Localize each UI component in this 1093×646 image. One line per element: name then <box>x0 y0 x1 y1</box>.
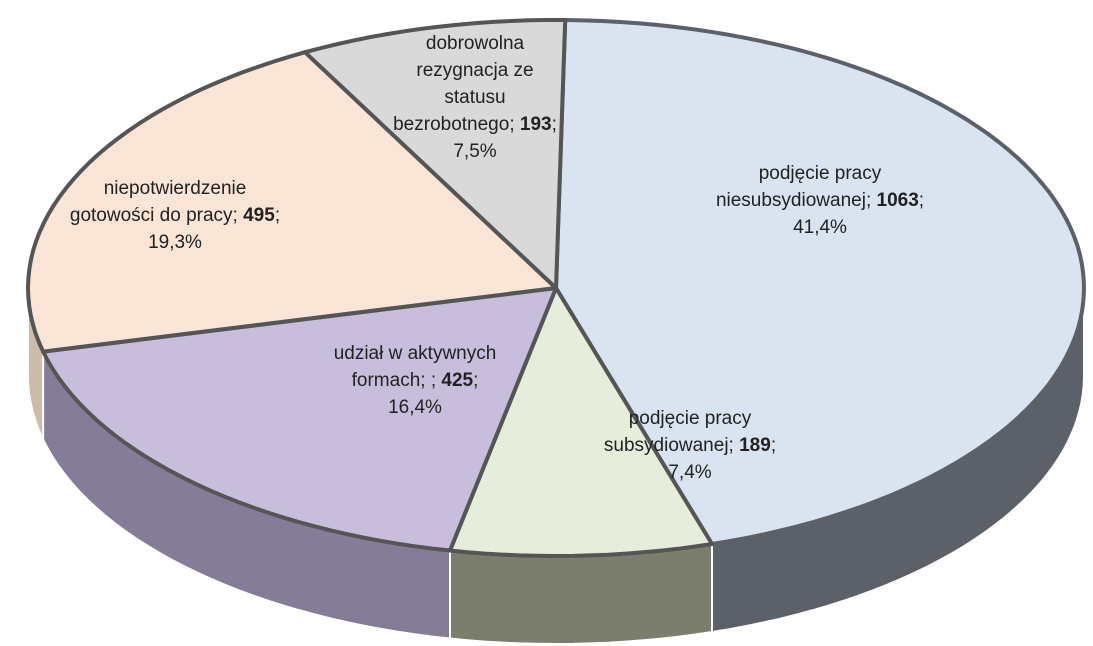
label-separator: ; <box>509 114 520 135</box>
label-category: podjęcie pracy niesubsydiowanej <box>715 163 882 211</box>
label-value: 495 <box>243 205 275 226</box>
label-value: 193 <box>519 114 552 135</box>
slice <box>448 286 714 558</box>
label-percent: 7,5% <box>453 141 497 162</box>
slice <box>303 18 568 290</box>
label-separator: ; <box>728 435 740 456</box>
slice <box>554 18 1086 546</box>
label-percent: 41,4% <box>793 217 847 238</box>
data-label: niepotwierdzenie gotowości do pracy; 495… <box>60 175 290 256</box>
label-category: niepotwierdzenie gotowości do pracy <box>69 178 247 226</box>
label-value: 425 <box>441 370 474 391</box>
data-label: udział w aktywnych formach; ; 425; 16,4% <box>330 340 500 421</box>
data-label: podjęcie pracy niesubsydiowanej; 1063; 4… <box>715 160 925 241</box>
label-separator: ; <box>274 205 281 226</box>
label-value: 189 <box>739 435 771 456</box>
label-separator: ; <box>473 370 479 391</box>
label-separator: ; <box>865 190 877 211</box>
label-percent: 7,4% <box>668 462 712 483</box>
label-percent: 19,3% <box>148 232 202 253</box>
label-category: dobrowolna rezygnacja ze statusu bezrobo… <box>393 33 534 135</box>
label-separator: ; <box>430 370 442 391</box>
data-label: dobrowolna rezygnacja ze statusu bezrobo… <box>393 30 558 165</box>
slice-side <box>449 542 713 646</box>
data-label: podjęcie pracy subsydiowanej; 189; 7,4% <box>600 405 780 486</box>
label-value: 1063 <box>876 190 919 211</box>
label-separator: ; <box>770 435 777 456</box>
label-category: udział w aktywnych formach; <box>333 343 497 391</box>
label-category: podjęcie pracy subsydiowanej <box>603 408 752 456</box>
label-percent: 16,4% <box>388 397 442 418</box>
label-separator: ; <box>232 205 244 226</box>
label-separator: ; <box>551 114 557 135</box>
slice <box>41 286 558 553</box>
label-separator: ; <box>918 190 925 211</box>
slice <box>26 50 558 354</box>
